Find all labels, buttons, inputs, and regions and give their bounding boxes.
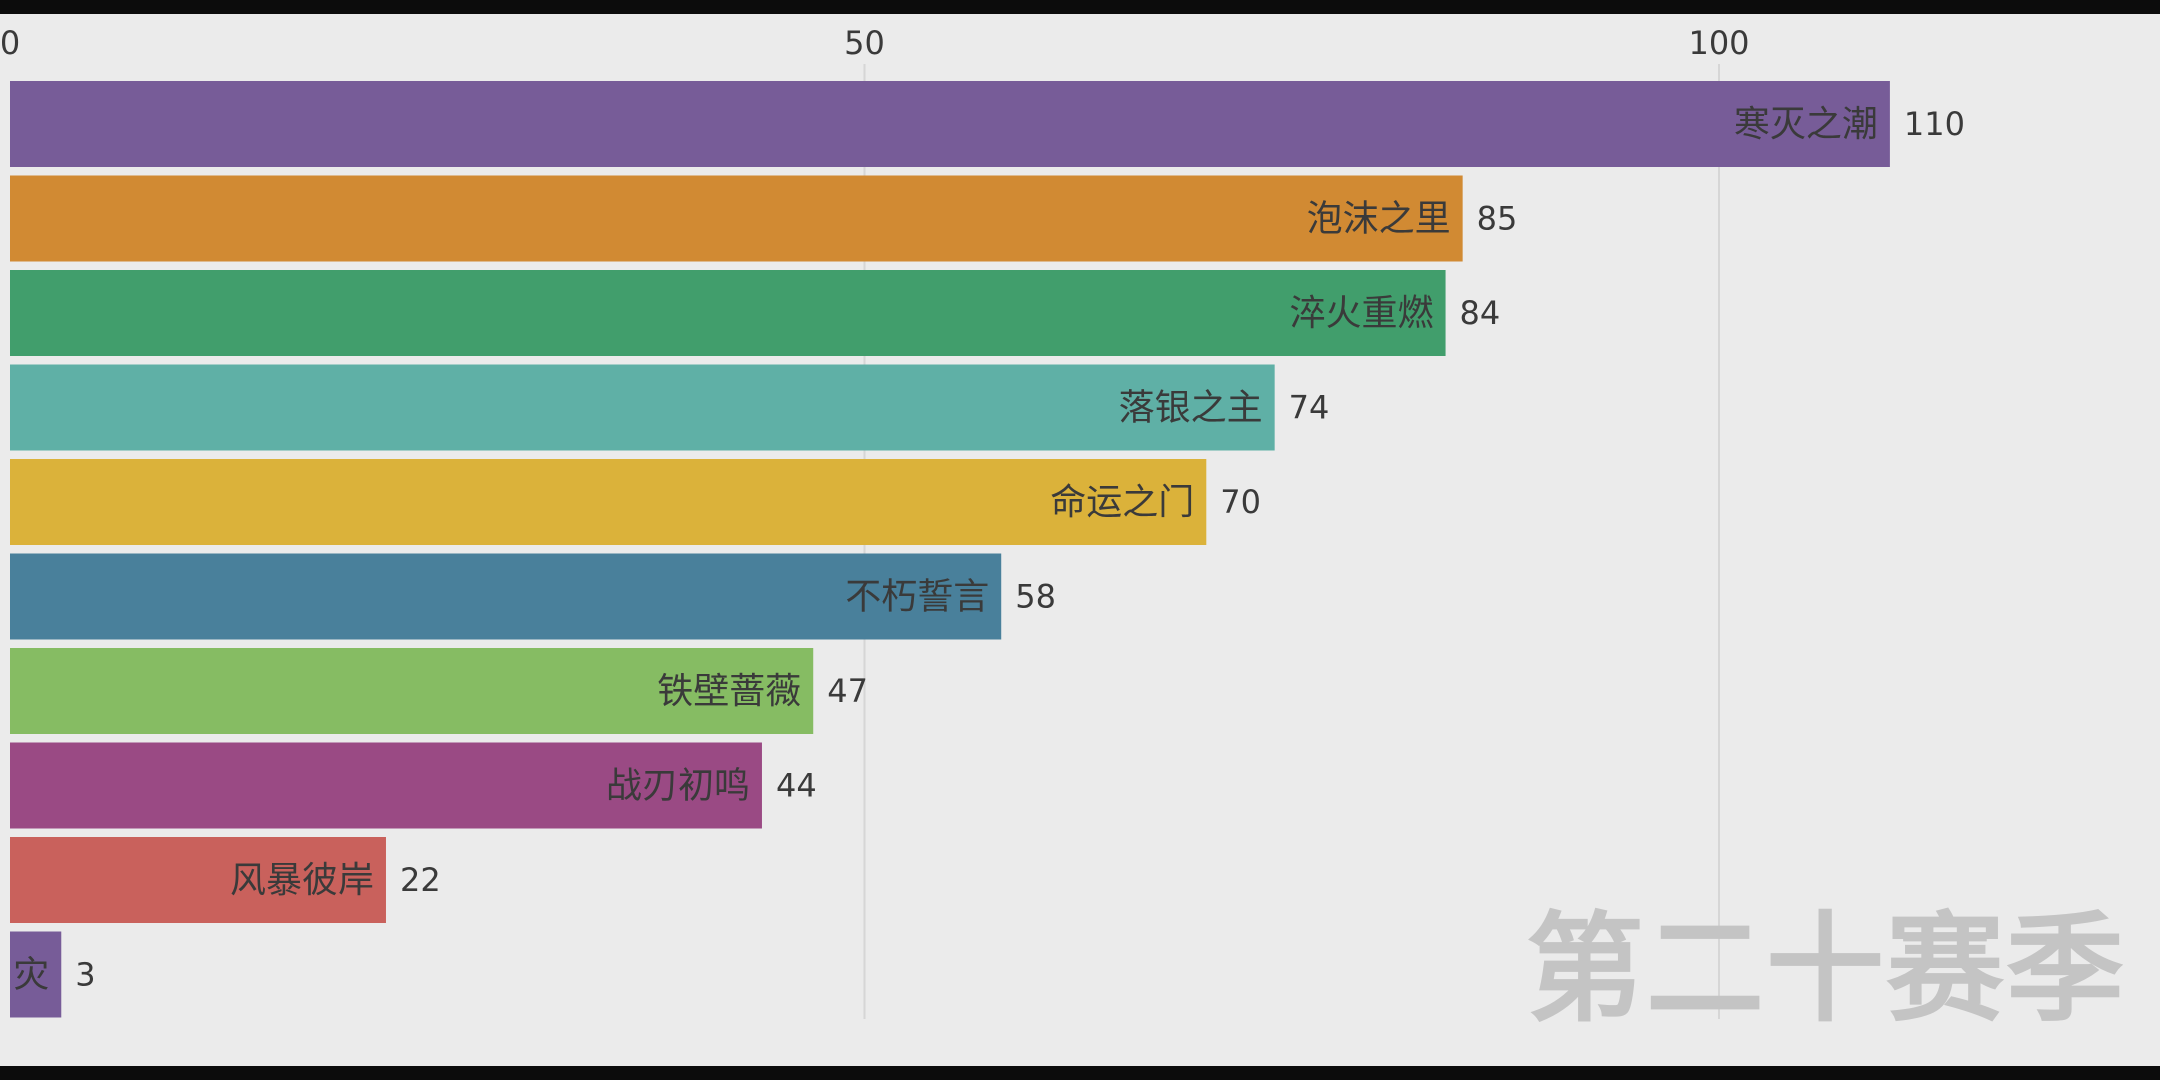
bar-chart: 0 50 100 寒灭之潮 110 泡沫之里 85 淬火重燃 84 落银之主 74 命运之门 70 不朽… [0, 24, 1965, 1019]
bar [10, 175, 1463, 262]
bar-group: 泡沫之里 85 [10, 175, 1518, 262]
bar [10, 81, 1890, 167]
value-label: 110 [1904, 105, 1965, 143]
x-axis-ticks: 0 50 100 [0, 24, 1750, 62]
category-label: 铁壁蔷薇 [657, 671, 801, 712]
period-label: 第二十赛季 [1525, 900, 2126, 1038]
category-label: 命运之门 [1050, 482, 1194, 523]
x-tick-label: 50 [844, 24, 885, 62]
bar-group: 淬火重燃 84 [10, 270, 1500, 356]
bar [10, 931, 62, 1018]
bars: 寒灭之潮 110 泡沫之里 85 淬火重燃 84 落银之主 74 命运之门 70 不朽誓言 58 铁壁蔷… [10, 81, 1965, 1018]
bar [10, 648, 814, 734]
value-label: 74 [1289, 389, 1330, 427]
value-label: 58 [1015, 578, 1056, 616]
category-label: 战刃初鸣 [606, 766, 750, 807]
category-label: 不朽誓言 [845, 577, 989, 618]
bar [10, 364, 1275, 451]
value-label: 47 [827, 672, 868, 710]
bar [10, 270, 1446, 356]
bar [10, 553, 1002, 640]
bar-group: 寒灭之潮 110 [10, 81, 1965, 167]
bar-group: 落银之主 74 [10, 364, 1330, 451]
bar [10, 459, 1207, 545]
value-label: 44 [776, 767, 817, 805]
value-label: 22 [400, 861, 441, 899]
category-label: 寒灭之潮 [1734, 104, 1878, 145]
category-label: 风暴彼岸 [230, 860, 374, 901]
value-label: 84 [1460, 294, 1501, 332]
x-tick-label: 100 [1688, 24, 1749, 62]
bar-group: 不朽誓言 58 [10, 553, 1056, 640]
bar-group: 铁壁蔷薇 47 [10, 648, 868, 734]
category-label: 泡沫之里 [1307, 199, 1451, 240]
category-label: 淬火重燃 [1290, 293, 1434, 334]
bar-group: 命运之门 70 [10, 459, 1261, 545]
bar-group: 战刃初鸣 44 [10, 742, 817, 829]
category-label: 落银之主 [1119, 388, 1263, 429]
x-tick-label: 0 [0, 24, 20, 62]
bar-group: 风暴彼岸 22 [10, 837, 441, 923]
bar [10, 837, 386, 923]
value-label: 85 [1477, 200, 1518, 238]
category-label: 灾 [13, 955, 49, 996]
chart-frame: 0 50 100 寒灭之潮 110 泡沫之里 85 淬火重燃 84 落银之主 74 命运之门 70 不朽… [0, 14, 2160, 1066]
bar [10, 742, 762, 829]
value-label: 70 [1220, 483, 1261, 521]
value-label: 3 [75, 956, 95, 994]
